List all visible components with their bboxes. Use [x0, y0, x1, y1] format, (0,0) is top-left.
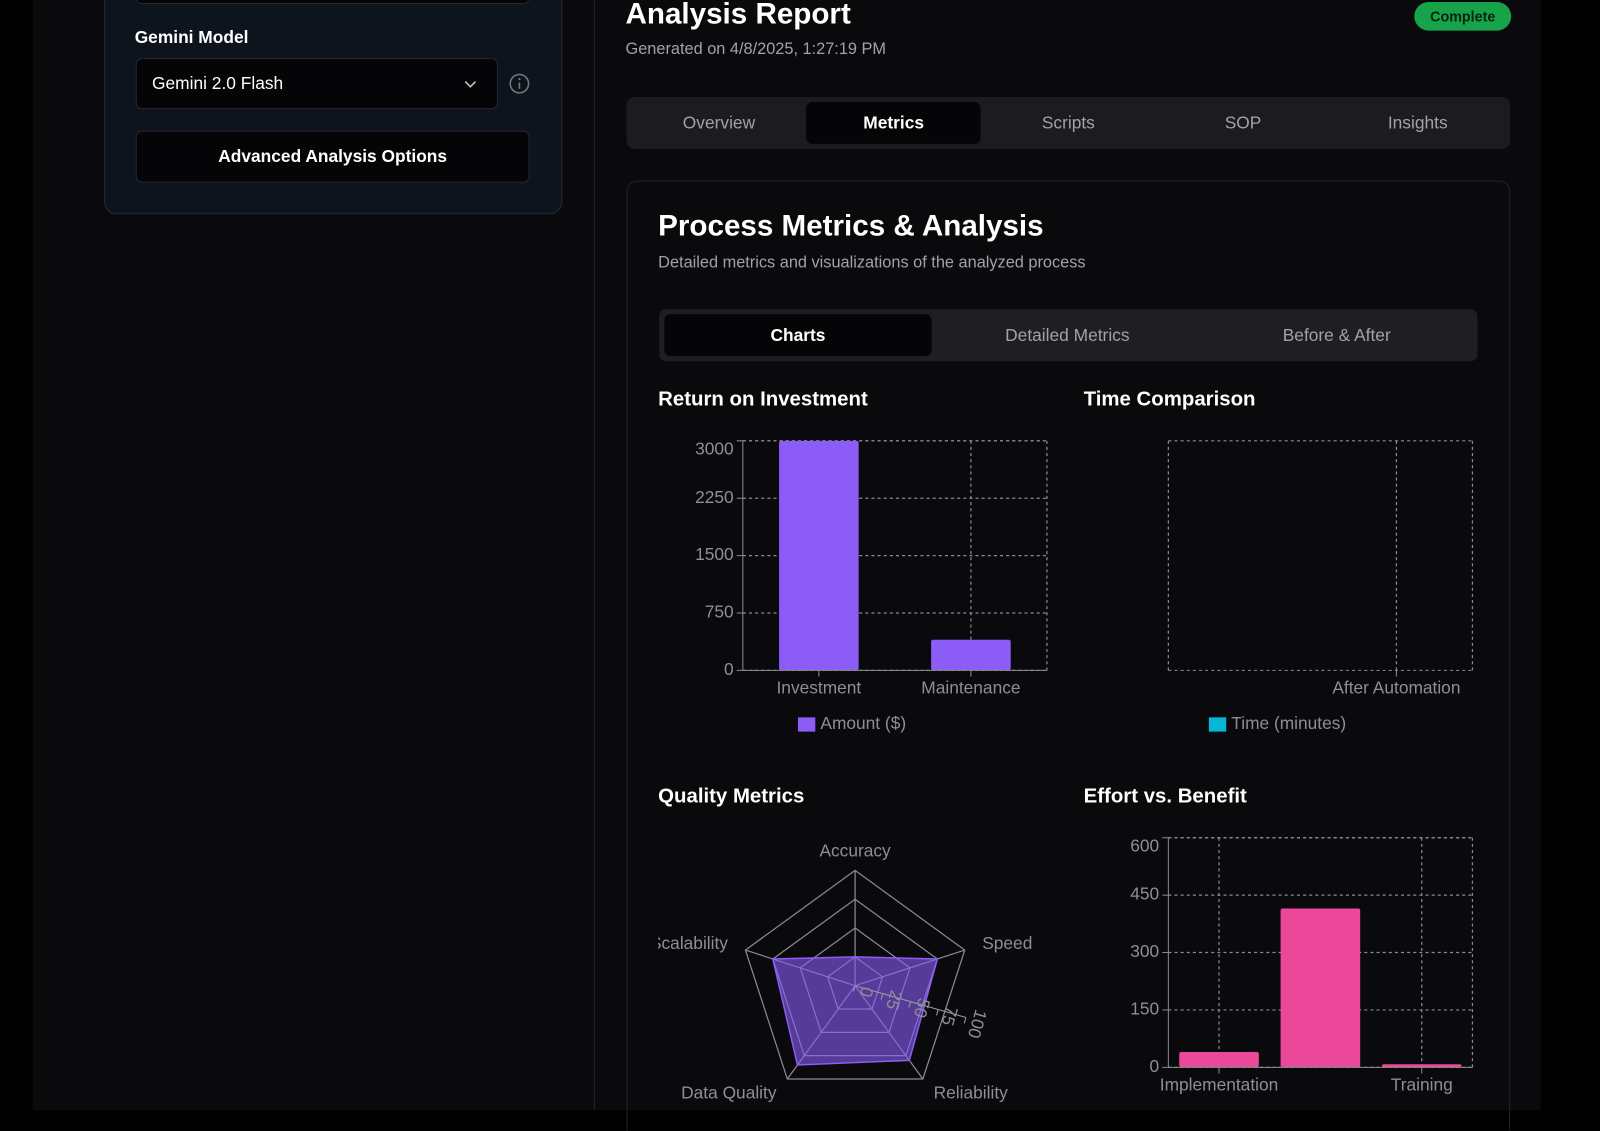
report-title: Analysis Report	[625, 0, 851, 31]
radar-ring	[744, 869, 966, 1080]
x-tick-label: Training	[1391, 1074, 1453, 1094]
radius-axis	[854, 985, 967, 1018]
tab[interactable]: SOP	[1224, 113, 1262, 133]
axis-label: Reliability	[934, 1082, 1008, 1102]
info-icon[interactable]	[508, 72, 530, 94]
time-chart: Time Comparison After Automation Time (min…	[1084, 388, 1474, 733]
x-tick-label: Investment	[776, 677, 861, 697]
divider	[593, 0, 595, 1111]
generated-date: Generated on 4/8/2025, 1:27:19 PM	[625, 40, 887, 59]
radar-area	[771, 956, 939, 1066]
chart-title: Effort vs. Benefit	[1084, 785, 1247, 807]
section-subtitle: Detailed metrics and visualizations of t…	[658, 254, 1086, 272]
tab[interactable]: Scripts	[1041, 113, 1095, 133]
model-value: Gemini 2.0 Flash	[152, 73, 284, 93]
quality-chart: Quality Metrics Accuracy Speed Reliability D…	[658, 785, 1032, 1102]
y-tick-label: 150	[1130, 999, 1159, 1019]
radius-tick	[852, 985, 856, 992]
metrics-card	[626, 180, 1511, 1131]
subtab[interactable]: Detailed Metrics	[1005, 325, 1130, 345]
x-tick-label: Maintenance	[921, 677, 1020, 697]
subtab[interactable]: Charts	[664, 314, 932, 357]
radius-tick	[936, 1009, 939, 1016]
section-title: Process Metrics & Analysis	[658, 210, 1044, 243]
y-tick-label: 0	[1150, 1056, 1160, 1076]
y-tick-label: 750	[705, 602, 734, 622]
y-tick-label: 3000	[695, 439, 734, 459]
legend-label: Time (minutes)	[1231, 713, 1346, 733]
tab[interactable]: Overview	[682, 113, 756, 133]
subtab-bar: Charts Detailed Metrics Before & After	[659, 309, 1478, 362]
tab[interactable]: Insights	[1387, 113, 1448, 133]
effort-chart: Effort vs. Benefit 0 150 300 450 600 Implement…	[1084, 785, 1474, 1094]
chart-title: Return on Investment	[658, 388, 868, 410]
roi-chart: Return on Investment 0 750 1500 2250 3000 Inve…	[658, 388, 1048, 733]
model-select[interactable]: Gemini 2.0 Flash	[135, 58, 498, 110]
legend-swatch	[1208, 717, 1227, 732]
bar	[779, 440, 859, 671]
subtab[interactable]: Before & After	[1282, 325, 1391, 345]
legend-label: Amount ($)	[820, 713, 906, 733]
axis-label: Speed	[982, 933, 1032, 953]
tab-bar: Overview Metrics Scripts SOP Insights	[626, 96, 1511, 149]
model-label: Gemini Model	[134, 27, 249, 47]
tab[interactable]: Metrics	[806, 102, 981, 144]
axis-label: Accuracy	[819, 841, 891, 861]
x-tick-label: After Automation	[1332, 677, 1460, 697]
chart-title: Quality Metrics	[658, 785, 804, 807]
bar	[1280, 908, 1361, 1068]
input-box[interactable]	[135, 0, 530, 5]
radius-tick	[963, 1017, 967, 1024]
y-tick-label: 0	[724, 659, 734, 679]
advanced-button[interactable]: Advanced Analysis Options	[135, 130, 530, 183]
axis-label: Scalability	[658, 933, 728, 953]
chart-title: Time Comparison	[1084, 388, 1256, 410]
y-tick-label: 2250	[695, 487, 734, 507]
radius-tick	[908, 1001, 912, 1008]
y-tick-label: 600	[1130, 836, 1159, 856]
status-badge: Complete	[1414, 2, 1512, 31]
axis-label: Data Quality	[681, 1082, 777, 1102]
chevron	[464, 81, 477, 88]
radius-tick	[880, 993, 884, 1000]
bar	[931, 639, 1011, 671]
x-tick-label: Implementation	[1160, 1074, 1278, 1094]
bar	[1381, 1064, 1462, 1068]
radius-tick-label: 100	[964, 1007, 991, 1040]
y-tick-label: 1500	[695, 544, 734, 564]
bar	[1179, 1052, 1259, 1068]
y-tick-label: 300	[1130, 941, 1159, 961]
legend-swatch	[797, 717, 816, 732]
y-tick-label: 450	[1130, 884, 1159, 904]
